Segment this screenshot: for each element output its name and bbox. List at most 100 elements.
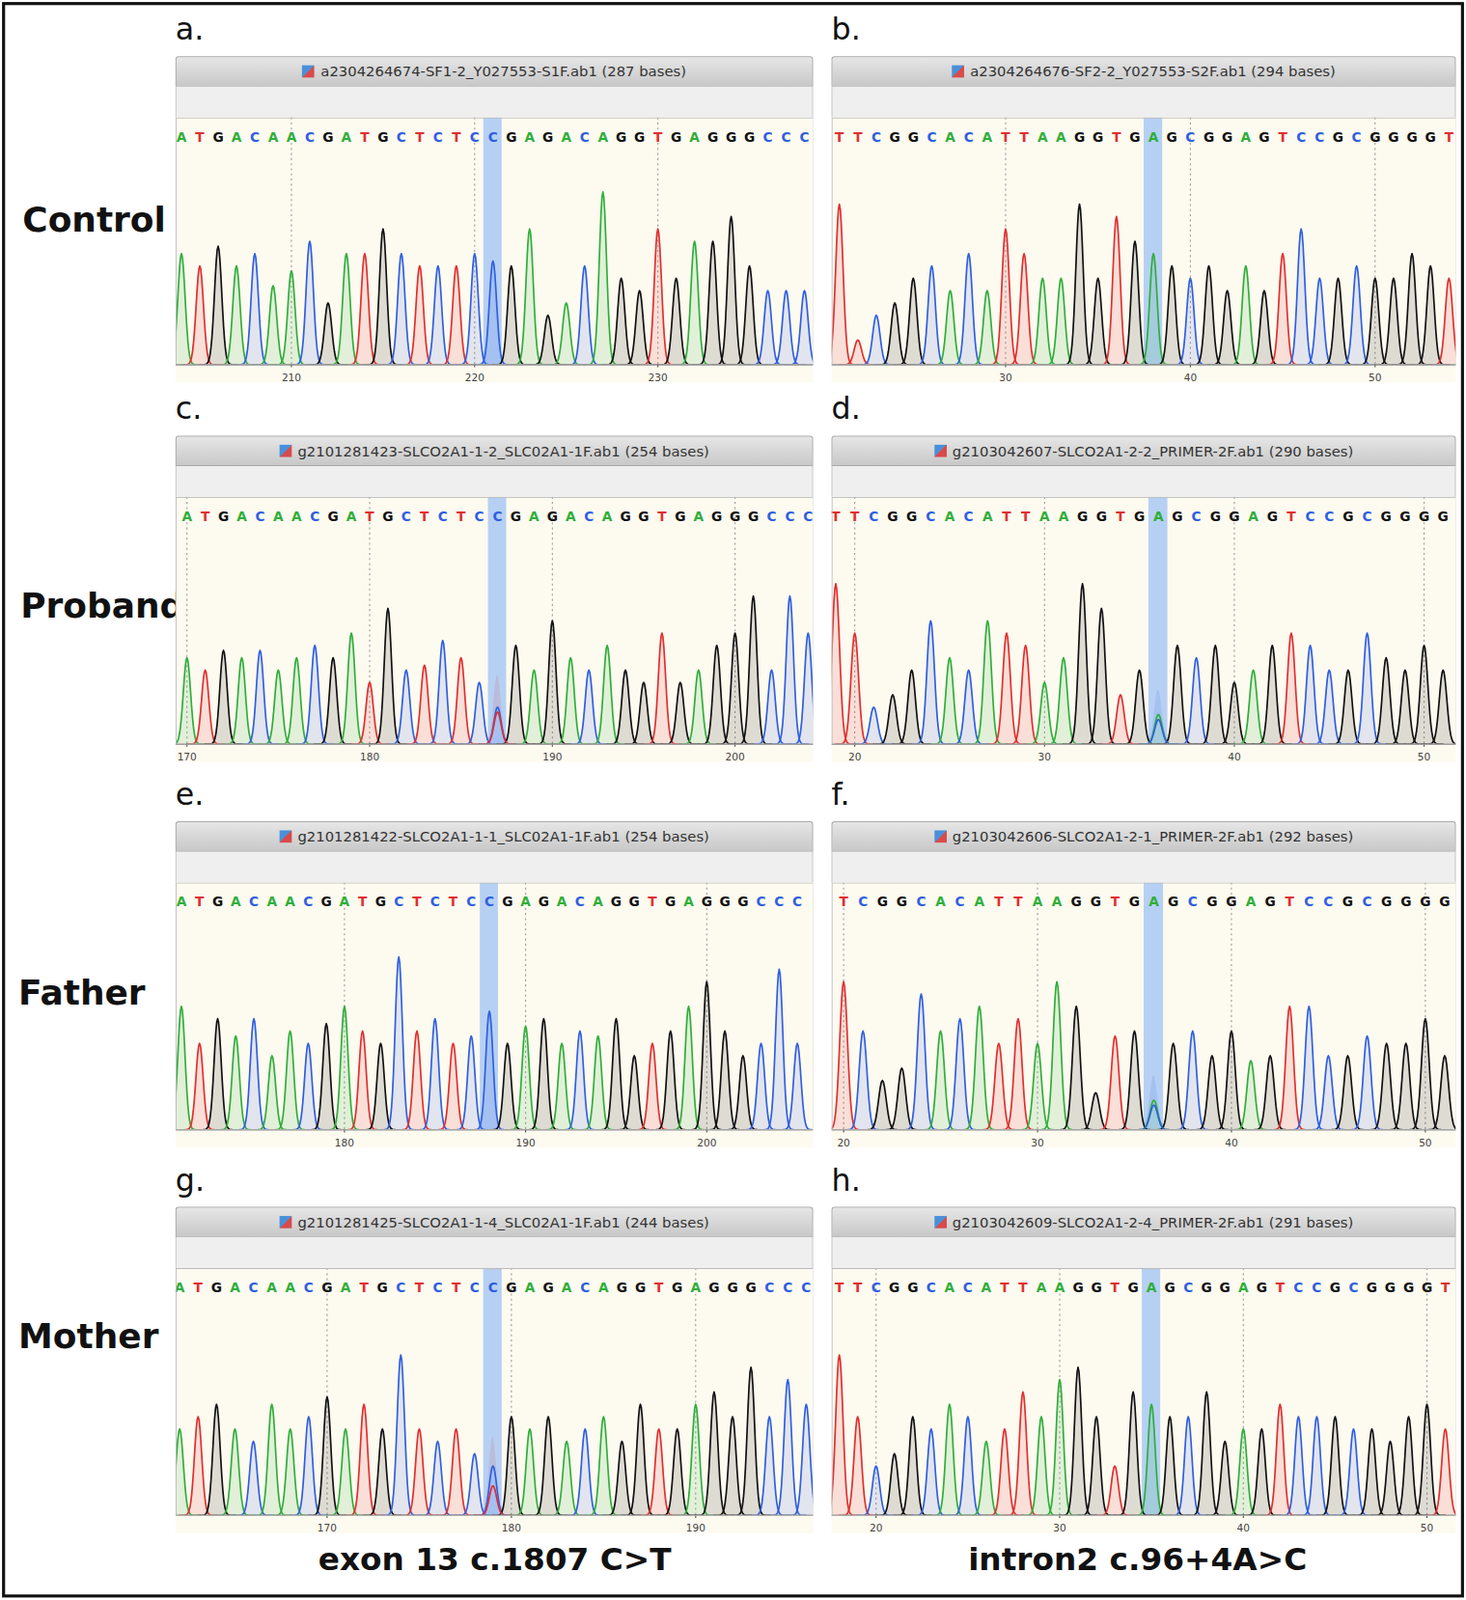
svg-text:T: T <box>359 129 370 145</box>
svg-text:G: G <box>1171 508 1183 525</box>
svg-text:A: A <box>339 893 351 910</box>
svg-text:C: C <box>1314 129 1325 145</box>
svg-text:T: T <box>456 508 467 525</box>
svg-text:A: A <box>1032 893 1044 910</box>
svg-text:G: G <box>382 508 393 525</box>
svg-text:T: T <box>1277 129 1288 145</box>
svg-text:G: G <box>377 1279 388 1296</box>
svg-text:G: G <box>1258 129 1270 145</box>
svg-text:T: T <box>834 1279 845 1296</box>
svg-text:A: A <box>1054 1279 1066 1296</box>
svg-text:G: G <box>1129 893 1140 910</box>
svg-text:A: A <box>524 129 535 145</box>
svg-text:T: T <box>834 129 845 145</box>
svg-text:A: A <box>267 893 278 910</box>
svg-text:C: C <box>963 1279 973 1296</box>
svg-text:G: G <box>908 129 919 145</box>
svg-text:G: G <box>505 1279 517 1296</box>
svg-text:20: 20 <box>836 1136 851 1148</box>
svg-text:T: T <box>451 1279 462 1296</box>
svg-text:20: 20 <box>869 1521 884 1533</box>
svg-text:A: A <box>683 893 694 910</box>
svg-text:G: G <box>1225 893 1237 910</box>
svg-text:G: G <box>1399 508 1411 525</box>
svg-text:G: G <box>1096 508 1107 525</box>
svg-text:170: 170 <box>317 1521 337 1533</box>
svg-text:C: C <box>871 129 882 145</box>
svg-text:G: G <box>745 1279 756 1296</box>
svg-text:200: 200 <box>696 1136 717 1148</box>
svg-text:A: A <box>598 1279 609 1296</box>
svg-text:C: C <box>784 508 795 525</box>
svg-text:T: T <box>1001 508 1012 525</box>
svg-text:A: A <box>176 893 188 910</box>
svg-text:50: 50 <box>1420 1521 1435 1533</box>
svg-text:30: 30 <box>1038 750 1052 762</box>
svg-text:C: C <box>248 893 259 910</box>
svg-text:C: C <box>249 129 260 145</box>
svg-text:G: G <box>737 893 748 910</box>
svg-text:T: T <box>999 1279 1010 1296</box>
svg-text:A: A <box>528 508 540 525</box>
svg-text:20: 20 <box>848 750 862 762</box>
svg-text:G: G <box>637 508 649 525</box>
svg-text:C: C <box>802 508 813 525</box>
svg-text:G: G <box>896 893 908 910</box>
svg-text:G: G <box>711 508 722 525</box>
svg-text:A: A <box>1247 508 1259 525</box>
svg-text:A: A <box>1051 893 1063 910</box>
svg-text:G: G <box>616 1279 628 1296</box>
svg-text:A: A <box>236 508 248 525</box>
svg-text:C: C <box>309 508 320 525</box>
svg-text:G: G <box>538 893 550 910</box>
svg-text:T: T <box>1440 1279 1451 1296</box>
svg-text:G: G <box>729 508 741 525</box>
svg-text:G: G <box>886 508 898 525</box>
svg-text:G: G <box>322 129 333 145</box>
svg-text:A: A <box>1055 129 1067 145</box>
svg-text:C: C <box>871 1279 882 1296</box>
svg-text:C: C <box>1348 1279 1358 1296</box>
svg-text:T: T <box>831 508 842 525</box>
svg-text:A: A <box>944 129 956 145</box>
svg-text:G: G <box>1090 893 1102 910</box>
svg-text:C: C <box>470 1279 480 1296</box>
svg-text:G: G <box>725 129 737 145</box>
svg-text:230: 230 <box>648 371 668 383</box>
svg-text:C: C <box>254 508 265 525</box>
svg-text:C: C <box>774 893 784 910</box>
svg-text:T: T <box>412 893 422 910</box>
svg-text:G: G <box>619 508 631 525</box>
svg-text:40: 40 <box>1224 1136 1239 1148</box>
svg-text:C: C <box>248 1279 259 1296</box>
svg-text:G: G <box>907 1279 918 1296</box>
svg-text:180: 180 <box>501 1521 522 1533</box>
svg-text:A: A <box>231 129 243 145</box>
svg-text:T: T <box>653 129 664 145</box>
svg-text:T: T <box>451 129 462 145</box>
svg-text:C: C <box>1323 893 1333 910</box>
svg-text:T: T <box>194 129 205 145</box>
svg-text:T: T <box>647 893 658 910</box>
svg-text:C: C <box>575 893 585 910</box>
svg-text:C: C <box>488 129 498 145</box>
svg-text:A: A <box>982 508 994 525</box>
svg-text:G: G <box>212 129 223 145</box>
svg-text:C: C <box>396 129 407 145</box>
svg-text:C: C <box>1188 893 1198 910</box>
svg-text:C: C <box>438 508 448 525</box>
svg-text:G: G <box>1342 893 1354 910</box>
svg-text:T: T <box>1110 893 1121 910</box>
svg-text:T: T <box>193 1279 204 1296</box>
svg-text:T: T <box>853 129 863 145</box>
svg-text:G: G <box>1221 129 1233 145</box>
svg-text:C: C <box>433 129 443 145</box>
svg-text:G: G <box>1419 893 1431 910</box>
svg-text:A: A <box>944 1279 956 1296</box>
svg-text:G: G <box>212 893 223 910</box>
svg-text:G: G <box>610 893 622 910</box>
svg-text:C: C <box>1305 508 1316 525</box>
svg-text:T: T <box>1275 1279 1286 1296</box>
svg-text:A: A <box>1240 129 1251 145</box>
svg-text:G: G <box>634 129 645 145</box>
